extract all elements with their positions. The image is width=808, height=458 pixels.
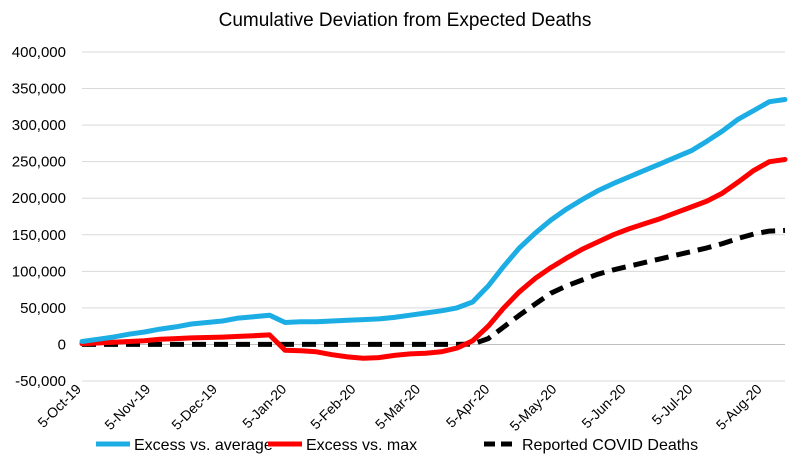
x-axis-tick-labels: 5-Oct-19 5-Nov-19 5-Dec-19 5-Jan-20 5-Feb-20… [34, 381, 765, 434]
x-tick-label: 5-Apr-20 [443, 381, 493, 431]
y-tick-label: 300,000 [12, 117, 66, 134]
y-tick-label: 250,000 [12, 154, 66, 171]
x-tick-label: 5-May-20 [506, 381, 559, 434]
x-tick-label: 5-Jul-20 [648, 381, 695, 428]
x-tick-label: 5-Feb-20 [307, 381, 359, 433]
y-tick-label: 400,000 [12, 44, 66, 61]
y-tick-label: 350,000 [12, 81, 66, 98]
series-line-excess-vs-average [79, 97, 788, 344]
y-tick-label: 50,000 [20, 300, 66, 317]
x-tick-label: 5-Nov-19 [101, 381, 153, 433]
series-line-reported-covid-deaths [82, 227, 786, 347]
y-tick-label: 0 [58, 336, 66, 353]
x-tick-label: 5-Aug-20 [713, 381, 765, 433]
legend: Excess vs. average Excess vs. max Reported… [96, 437, 698, 454]
legend-label: Reported COVID Deaths [522, 437, 698, 454]
y-tick-label: 100,000 [12, 263, 66, 280]
series-lines [79, 97, 788, 361]
y-tick-label: -50,000 [15, 373, 66, 390]
x-tick-label: 5-Jan-20 [239, 381, 290, 432]
x-tick-label: 5-Mar-20 [372, 381, 424, 433]
y-axis-tick-labels: -50,000 0 50,000 100,000 150,000 200,000 250,0… [12, 44, 66, 390]
y-tick-label: 200,000 [12, 190, 66, 207]
y-tick-label: 150,000 [12, 227, 66, 244]
x-tick-label: 5-Jun-20 [578, 381, 629, 432]
chart-title: Cumulative Deviation from Expected Death… [219, 10, 592, 31]
x-tick-label: 5-Dec-19 [168, 381, 220, 433]
gridlines [82, 51, 785, 382]
series-line-excess-vs-max [79, 157, 788, 361]
legend-label: Excess vs. average [134, 437, 273, 454]
legend-label: Excess vs. max [306, 437, 417, 454]
